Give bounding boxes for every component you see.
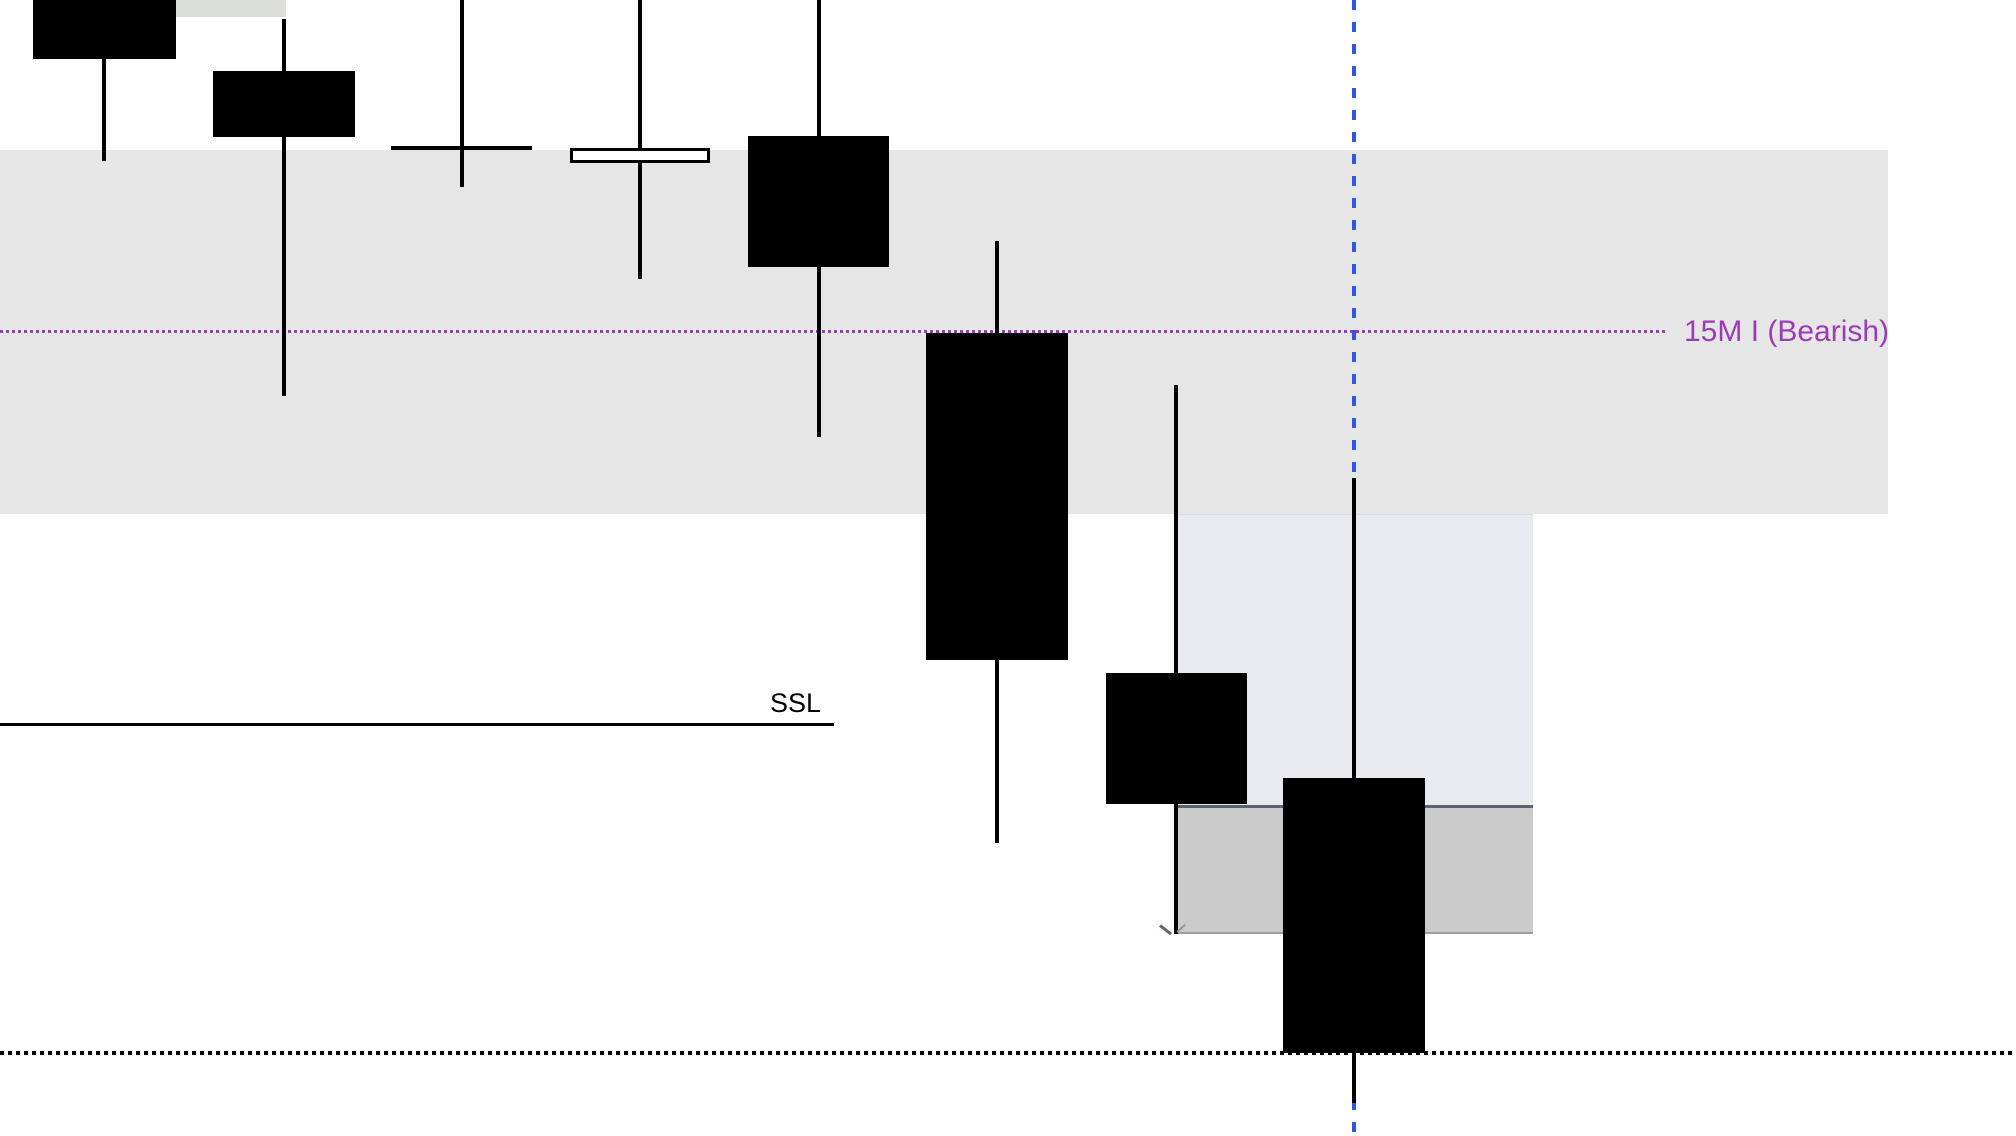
candle-3-body (391, 146, 532, 150)
candle-1-body (33, 0, 176, 59)
top-zone-fragment[interactable] (175, 0, 286, 17)
candle-6-body (926, 333, 1068, 660)
candle-3-wick (460, 0, 464, 187)
candle-7-body (1106, 673, 1247, 804)
liquidity-dotted-line[interactable] (0, 1051, 2016, 1055)
candle-1-wick (102, 0, 106, 161)
indicator-dotted-line[interactable] (0, 330, 1668, 333)
candle-4-wick (638, 0, 642, 279)
ssl-line[interactable] (0, 723, 834, 726)
candle-5-body (748, 136, 889, 267)
candle-7-wick (1174, 385, 1178, 934)
candle-8-body (1283, 778, 1425, 1053)
supply-zone-indicator-label[interactable]: 15M I (Bearish) (1684, 315, 1890, 348)
candle-2-wick (282, 19, 286, 396)
handle-mark-backslash (1159, 924, 1172, 936)
candle-2-body (213, 71, 355, 137)
ssl-label[interactable]: SSL (770, 688, 822, 718)
candle-4-body (570, 148, 710, 163)
